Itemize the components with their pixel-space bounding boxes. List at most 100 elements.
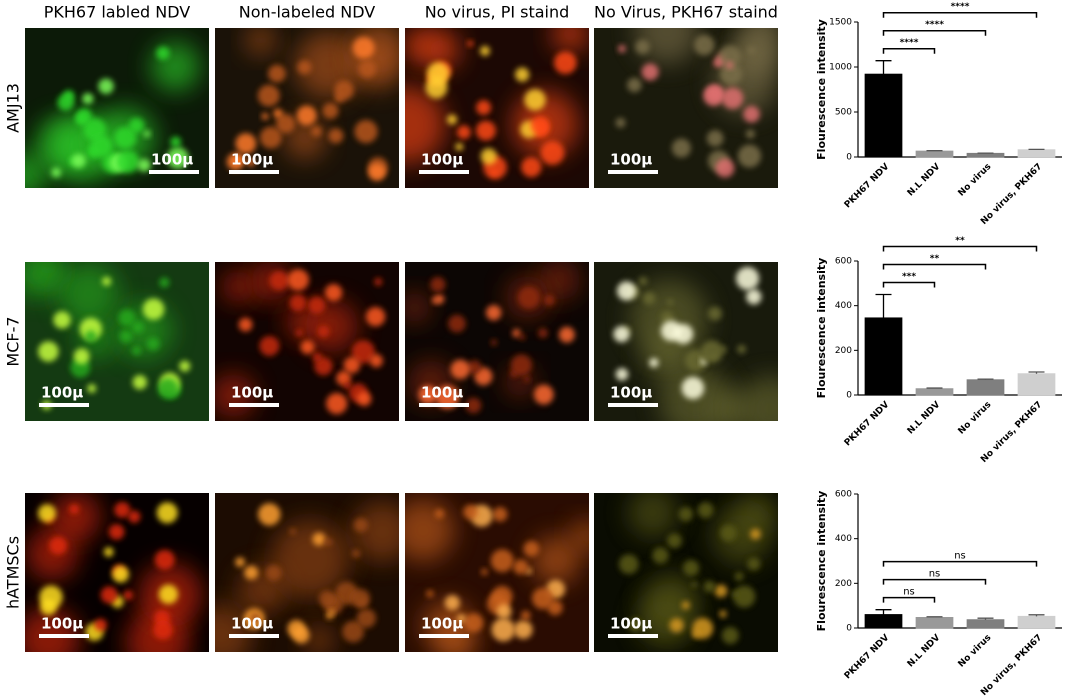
scale-bar-label: 100μ xyxy=(421,615,463,633)
cell xyxy=(156,46,170,60)
error-bar xyxy=(926,616,943,618)
cell xyxy=(543,294,555,306)
cell xyxy=(510,354,532,376)
cell xyxy=(116,150,140,173)
cell xyxy=(455,142,464,151)
cell xyxy=(540,140,565,165)
cell-glow xyxy=(221,270,255,303)
cell xyxy=(615,117,626,128)
cells xyxy=(25,262,191,410)
scale-bar-label: 100μ xyxy=(610,151,652,169)
cell xyxy=(318,590,336,607)
error-bar xyxy=(977,617,994,620)
cell xyxy=(85,330,97,342)
cell xyxy=(156,502,178,524)
cell xyxy=(369,354,383,368)
cell xyxy=(737,144,762,168)
row-label: AMJ13 xyxy=(4,83,23,133)
cell xyxy=(721,87,744,110)
cell xyxy=(627,77,642,93)
scale-bar xyxy=(608,170,658,174)
significance-label: *** xyxy=(902,272,916,282)
cell xyxy=(157,378,179,399)
cell xyxy=(434,509,445,519)
cell xyxy=(667,299,674,306)
cell xyxy=(269,271,289,291)
significance-label: ns xyxy=(929,569,941,580)
cell xyxy=(734,572,744,581)
significance-bracket xyxy=(882,29,987,36)
significance-bracket xyxy=(882,263,987,270)
cell xyxy=(296,105,317,126)
bar xyxy=(1017,373,1056,396)
cell xyxy=(374,277,383,286)
cell xyxy=(170,136,182,148)
x-tick-label: No virus xyxy=(957,633,994,670)
cell xyxy=(328,609,335,616)
cell xyxy=(343,356,361,374)
cell xyxy=(71,153,86,168)
cell xyxy=(678,506,694,522)
cell-glow xyxy=(352,501,399,562)
cell xyxy=(324,538,333,546)
cell xyxy=(75,113,88,126)
y-tick-label: 400 xyxy=(835,301,852,311)
cell xyxy=(697,502,714,519)
cell xyxy=(259,126,282,149)
cell xyxy=(517,286,540,309)
cell xyxy=(287,269,310,291)
cell-glow xyxy=(405,291,431,324)
cell xyxy=(475,120,496,141)
cell xyxy=(718,45,742,68)
cells xyxy=(613,266,778,421)
cell xyxy=(681,376,705,400)
bar xyxy=(915,617,954,629)
cells xyxy=(615,28,778,178)
cells xyxy=(215,501,399,652)
cell xyxy=(426,590,434,598)
column-header: No virus, PI staind xyxy=(425,3,570,22)
scale-bar xyxy=(229,634,279,638)
bar xyxy=(1017,615,1056,629)
cell xyxy=(103,547,114,557)
cell xyxy=(154,549,175,570)
significance-label: ns xyxy=(954,551,966,562)
significance-bracket xyxy=(882,245,1038,252)
cell xyxy=(706,129,724,147)
cell xyxy=(354,119,378,144)
micrograph: 100μ xyxy=(405,493,589,652)
scale-bar-label: 100μ xyxy=(41,384,83,402)
cell xyxy=(159,277,170,288)
cell xyxy=(342,620,365,643)
bar xyxy=(966,152,1005,158)
micrograph: 100μ xyxy=(594,493,778,652)
significance-bracket xyxy=(882,596,936,603)
cell xyxy=(79,317,102,341)
cell-glow xyxy=(538,262,581,301)
cell xyxy=(515,67,530,82)
cell xyxy=(714,584,728,598)
cell xyxy=(642,292,656,305)
error-bar xyxy=(1028,371,1045,374)
cell xyxy=(513,559,529,575)
cell xyxy=(492,507,508,522)
x-tick-label: PKH67 NDV xyxy=(843,400,892,449)
cell xyxy=(708,306,722,321)
error-bar xyxy=(875,293,892,318)
scale-bar xyxy=(149,170,199,174)
cell xyxy=(683,559,700,576)
micrograph: 100μ xyxy=(405,28,589,188)
significance-label: **** xyxy=(900,38,919,48)
cell xyxy=(350,588,371,609)
cell xyxy=(118,309,136,327)
cell xyxy=(467,360,482,374)
scale-bar xyxy=(419,634,469,638)
cell xyxy=(747,46,756,55)
cell-glow xyxy=(711,505,772,565)
cell xyxy=(297,60,312,75)
significance-bracket xyxy=(882,11,1038,18)
cell xyxy=(98,78,114,95)
cell xyxy=(450,359,471,380)
scale-bar xyxy=(229,403,279,407)
scale-bar-label: 100μ xyxy=(231,151,273,169)
